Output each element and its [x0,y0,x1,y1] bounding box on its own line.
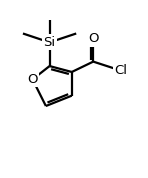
Text: Cl: Cl [114,64,127,77]
Text: Si: Si [44,36,56,49]
Text: O: O [27,73,38,86]
Text: O: O [88,32,98,45]
